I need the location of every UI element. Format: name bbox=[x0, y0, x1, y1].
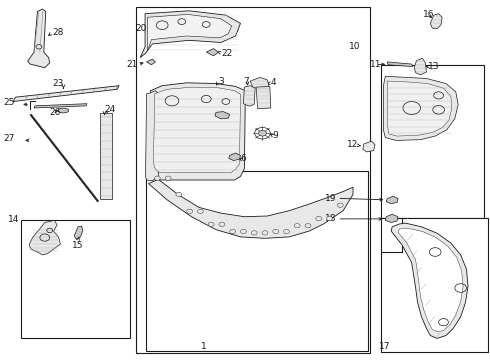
Circle shape bbox=[187, 209, 193, 213]
Bar bbox=[99, 113, 112, 199]
Text: 25: 25 bbox=[3, 99, 14, 108]
Polygon shape bbox=[13, 86, 119, 102]
Polygon shape bbox=[147, 14, 232, 51]
Circle shape bbox=[219, 222, 225, 226]
Circle shape bbox=[197, 209, 203, 213]
Circle shape bbox=[259, 130, 267, 136]
Text: 5: 5 bbox=[232, 110, 238, 119]
Bar bbox=[381, 65, 484, 218]
Bar bbox=[136, 7, 369, 353]
Circle shape bbox=[251, 231, 257, 235]
Circle shape bbox=[294, 224, 300, 228]
Polygon shape bbox=[215, 112, 230, 119]
Circle shape bbox=[316, 216, 322, 221]
Text: 26: 26 bbox=[49, 108, 61, 117]
Polygon shape bbox=[398, 229, 463, 332]
Bar bbox=[381, 218, 488, 352]
Text: 27: 27 bbox=[3, 134, 14, 143]
Polygon shape bbox=[74, 226, 83, 239]
Text: 1: 1 bbox=[201, 342, 207, 351]
Text: 9: 9 bbox=[272, 131, 278, 140]
Bar bbox=[146, 171, 368, 351]
Text: 28: 28 bbox=[52, 28, 64, 37]
Text: 19: 19 bbox=[325, 194, 336, 202]
Polygon shape bbox=[244, 86, 255, 106]
Text: 20: 20 bbox=[135, 24, 147, 33]
Polygon shape bbox=[385, 214, 398, 222]
Polygon shape bbox=[153, 87, 241, 173]
Text: 11: 11 bbox=[370, 60, 382, 69]
Circle shape bbox=[305, 224, 311, 228]
Polygon shape bbox=[140, 11, 241, 58]
Polygon shape bbox=[386, 196, 398, 204]
Text: 6: 6 bbox=[241, 154, 246, 163]
Circle shape bbox=[284, 229, 290, 234]
Polygon shape bbox=[430, 14, 442, 29]
Text: 21: 21 bbox=[126, 60, 138, 69]
Text: 3: 3 bbox=[219, 77, 224, 86]
Text: 16: 16 bbox=[422, 10, 434, 19]
Text: 4: 4 bbox=[271, 78, 276, 87]
Ellipse shape bbox=[58, 108, 69, 113]
Text: 24: 24 bbox=[104, 105, 116, 114]
Circle shape bbox=[176, 192, 182, 197]
Text: 10: 10 bbox=[349, 42, 361, 51]
Circle shape bbox=[208, 222, 214, 226]
Circle shape bbox=[165, 176, 171, 180]
Polygon shape bbox=[148, 83, 245, 180]
Polygon shape bbox=[146, 91, 158, 181]
Polygon shape bbox=[147, 59, 155, 65]
Text: 13: 13 bbox=[428, 62, 440, 71]
Polygon shape bbox=[206, 49, 219, 56]
Text: 8: 8 bbox=[261, 80, 267, 89]
Polygon shape bbox=[229, 153, 241, 161]
Text: 2: 2 bbox=[196, 152, 202, 161]
Circle shape bbox=[262, 231, 268, 235]
Text: 2: 2 bbox=[196, 153, 202, 162]
Polygon shape bbox=[391, 223, 468, 338]
Polygon shape bbox=[387, 62, 413, 67]
Polygon shape bbox=[148, 179, 353, 238]
Text: 15: 15 bbox=[73, 241, 84, 250]
Polygon shape bbox=[34, 104, 87, 108]
Circle shape bbox=[241, 229, 246, 234]
Polygon shape bbox=[250, 77, 269, 90]
Polygon shape bbox=[387, 81, 452, 136]
Circle shape bbox=[230, 229, 236, 234]
Text: 22: 22 bbox=[221, 49, 232, 58]
Text: 18: 18 bbox=[325, 214, 336, 223]
Polygon shape bbox=[256, 86, 271, 109]
Text: 7: 7 bbox=[244, 77, 249, 86]
Text: 14: 14 bbox=[8, 215, 19, 224]
Circle shape bbox=[154, 176, 160, 180]
Polygon shape bbox=[363, 141, 375, 152]
Polygon shape bbox=[27, 9, 49, 68]
Circle shape bbox=[327, 216, 332, 221]
Circle shape bbox=[273, 229, 279, 234]
Bar bbox=[21, 220, 130, 338]
Polygon shape bbox=[414, 58, 426, 75]
Circle shape bbox=[36, 45, 42, 49]
Circle shape bbox=[337, 203, 343, 207]
Text: 17: 17 bbox=[379, 342, 390, 351]
Polygon shape bbox=[383, 76, 458, 140]
Text: 12: 12 bbox=[346, 140, 358, 149]
Polygon shape bbox=[29, 220, 60, 255]
Text: 23: 23 bbox=[53, 80, 64, 89]
